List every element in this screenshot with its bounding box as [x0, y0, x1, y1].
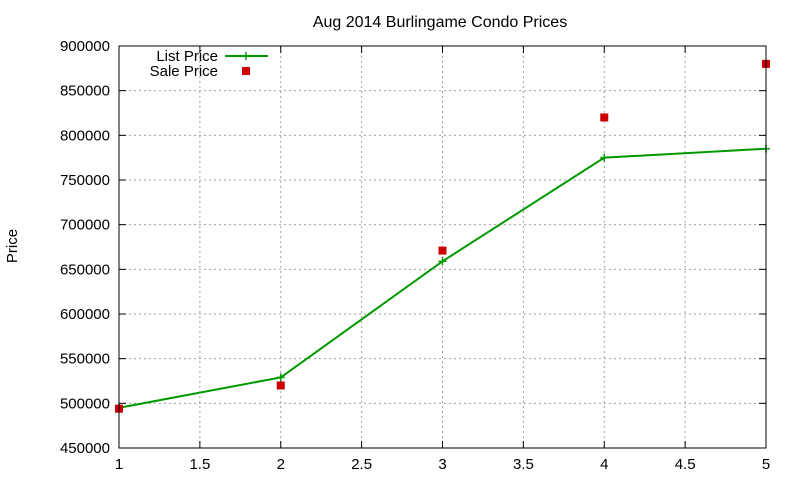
y-tick-label: 600000 [60, 306, 110, 323]
legend-label-sale-price: Sale Price [150, 63, 218, 80]
x-tick-label: 3.5 [513, 456, 534, 473]
sale-price-point [438, 246, 447, 255]
sale-price-point [276, 381, 285, 390]
x-tick-label: 5 [762, 456, 770, 473]
y-tick-label: 550000 [60, 351, 110, 368]
list-price-point [438, 257, 447, 266]
sale-price-point [600, 113, 609, 122]
y-tick-label: 650000 [60, 261, 110, 278]
list-price-point [276, 373, 285, 382]
x-tick-label: 2 [277, 456, 285, 473]
y-tick-label: 900000 [60, 38, 110, 55]
x-tick-label: 4 [600, 456, 608, 473]
list-price-point [600, 153, 609, 162]
chart-title: Aug 2014 Burlingame Condo Prices [313, 14, 567, 31]
legend-label-list-price: List Price [156, 48, 218, 65]
x-tick-label: 1.5 [189, 456, 210, 473]
x-tick-label: 3 [438, 456, 446, 473]
axis-ticks: 450000 500000 550000 600000 650000 700000 7500… [60, 38, 770, 473]
plot-frame [118, 45, 767, 449]
y-tick-label: 800000 [60, 127, 110, 144]
y-tick-label: 750000 [60, 172, 110, 189]
y-tick-label: 850000 [60, 83, 110, 100]
y-tick-label: 700000 [60, 217, 110, 234]
x-tick-label: 1 [115, 456, 123, 473]
grid [119, 46, 766, 448]
legend-marker-sale-price [242, 67, 250, 75]
legend-marker-list-price [242, 52, 250, 60]
y-tick-label: 450000 [60, 440, 110, 457]
x-tick-label: 2.5 [351, 456, 372, 473]
y-axis-label: Price [4, 229, 21, 263]
y-tick-label: 500000 [60, 395, 110, 412]
x-tick-label: 4.5 [675, 456, 696, 473]
